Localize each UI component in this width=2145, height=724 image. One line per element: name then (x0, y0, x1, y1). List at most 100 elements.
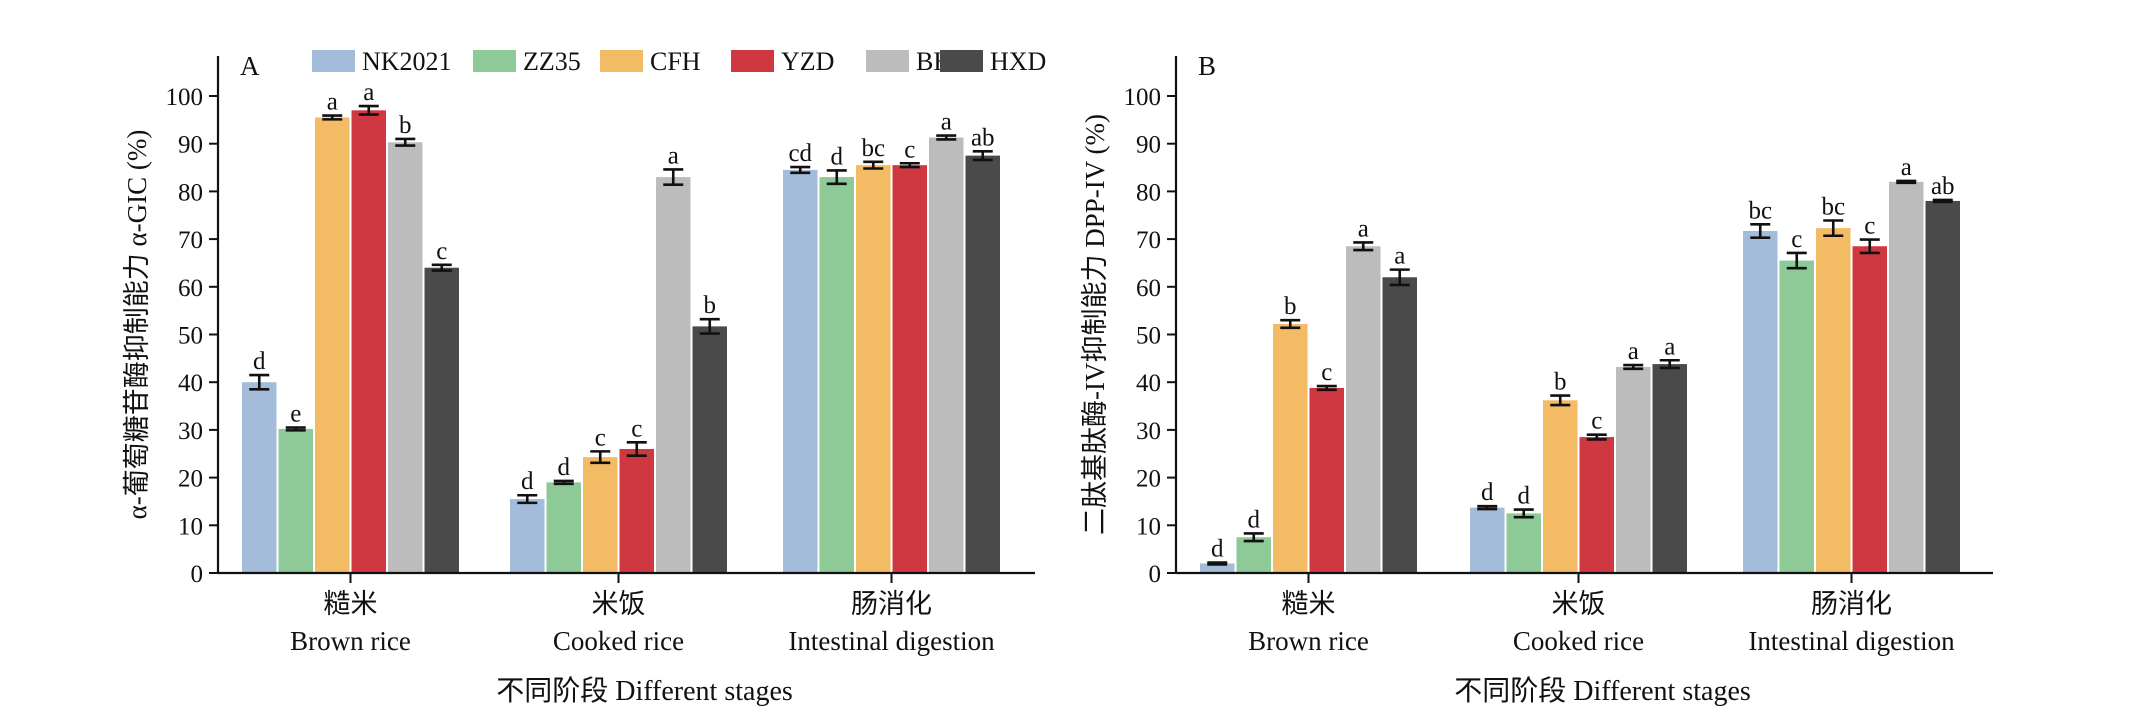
x-axis-title-b: 不同阶段 Different stages (1454, 675, 1751, 707)
bar-a-cfh-1 (583, 457, 618, 573)
significance-label-a-1-0: e (290, 401, 301, 428)
significance-label-b-4-1: a (1628, 338, 1639, 365)
significance-label-a-4-2: a (941, 109, 952, 136)
x-axis-title-a: 不同阶段 Different stages (496, 675, 793, 707)
category-label-en-b-1: Cooked rice (1513, 626, 1644, 656)
bar-b-nk2021-2 (1743, 230, 1778, 573)
bar-a-bh-1 (656, 177, 691, 573)
category-label-en-b-0: Brown rice (1248, 626, 1369, 656)
y-tick-label-a-30: 30 (178, 418, 203, 445)
legend-swatch-yzd (731, 50, 774, 72)
significance-label-a-1-2: d (831, 143, 844, 170)
y-tick-label-b-90: 90 (1136, 132, 1161, 159)
significance-label-b-0-2: bc (1748, 197, 1772, 224)
significance-label-a-5-1: b (704, 292, 717, 319)
bar-a-hxd-2 (965, 155, 1000, 573)
significance-label-a-2-2: bc (861, 135, 885, 162)
y-tick-label-b-70: 70 (1136, 227, 1161, 254)
significance-label-b-2-0: b (1284, 293, 1297, 320)
category-label-zh-a-2: 肠消化 (851, 589, 932, 619)
bar-b-yzd-1 (1579, 437, 1614, 573)
bar-b-cfh-1 (1543, 400, 1578, 573)
category-label-zh-b-1: 米饭 (1552, 589, 1606, 619)
significance-label-b-3-2: c (1864, 213, 1875, 240)
bar-a-cfh-0 (315, 117, 350, 573)
y-tick-label-a-10: 10 (178, 513, 203, 540)
significance-label-a-4-1: a (668, 142, 679, 169)
significance-label-a-1-1: d (558, 454, 571, 481)
y-axis-title-a: α-葡萄糖苷酶抑制能力 α-GIC (%) (122, 130, 152, 520)
bar-b-yzd-0 (1309, 387, 1344, 573)
significance-label-a-3-2: c (904, 136, 915, 163)
category-label-zh-b-0: 糙米 (1282, 589, 1336, 619)
significance-label-b-5-2: ab (1931, 173, 1955, 200)
legend-label-yzd: YZD (781, 47, 834, 76)
bar-a-zz35-2 (819, 177, 854, 573)
y-tick-label-b-0: 0 (1149, 561, 1162, 588)
significance-label-b-2-1: b (1554, 369, 1567, 396)
bar-b-cfh-0 (1273, 324, 1308, 573)
category-label-en-a-2: Intestinal digestion (788, 626, 995, 656)
legend-label-nk2021: NK2021 (362, 47, 452, 76)
panel-label-a: A (240, 51, 260, 81)
significance-label-a-3-1: c (631, 415, 642, 442)
y-tick-label-a-70: 70 (178, 227, 203, 254)
significance-label-a-3-0: a (363, 79, 374, 106)
significance-label-b-4-0: a (1358, 215, 1369, 242)
significance-label-b-1-2: c (1791, 226, 1802, 253)
bar-a-yzd-2 (892, 165, 927, 574)
significance-label-b-0-0: d (1211, 536, 1224, 563)
category-label-en-a-1: Cooked rice (553, 626, 684, 656)
bar-a-nk2021-0 (242, 382, 277, 573)
significance-label-a-4-0: b (399, 112, 412, 139)
significance-label-b-0-1: d (1481, 479, 1494, 506)
bar-a-cfh-2 (856, 165, 891, 574)
bar-b-bh-2 (1889, 181, 1924, 574)
category-label-zh-b-2: 肠消化 (1811, 589, 1892, 619)
bar-a-hxd-1 (692, 326, 727, 573)
y-axis-title-b: 二肽基肽酶-IV抑制能力 DPP-IV (%) (1080, 114, 1110, 535)
bar-b-bh-1 (1616, 366, 1651, 573)
category-label-en-b-2: Intestinal digestion (1748, 626, 1955, 656)
legend-label-cfh: CFH (650, 47, 701, 76)
bar-a-yzd-0 (351, 110, 386, 573)
significance-label-a-0-0: d (253, 348, 266, 375)
y-tick-label-b-100: 100 (1124, 84, 1162, 111)
significance-label-a-5-0: c (436, 238, 447, 265)
y-tick-label-b-80: 80 (1136, 179, 1161, 206)
bar-b-hxd-0 (1382, 277, 1417, 573)
y-tick-label-a-100: 100 (166, 84, 204, 111)
significance-label-a-0-1: d (521, 468, 534, 495)
legend-swatch-nk2021 (312, 50, 355, 72)
y-tick-label-b-20: 20 (1136, 466, 1161, 493)
y-tick-label-b-40: 40 (1136, 370, 1161, 397)
significance-label-b-4-2: a (1901, 154, 1912, 181)
legend-label-hxd: HXD (990, 47, 1046, 76)
significance-label-b-5-1: a (1664, 333, 1675, 360)
category-label-zh-a-1: 米饭 (592, 589, 646, 619)
significance-label-b-5-0: a (1394, 243, 1405, 270)
significance-label-a-5-2: ab (971, 124, 995, 151)
y-tick-label-a-50: 50 (178, 323, 203, 350)
y-tick-label-a-20: 20 (178, 466, 203, 493)
significance-label-a-2-1: c (595, 424, 606, 451)
bar-a-hxd-0 (424, 267, 459, 573)
significance-label-a-2-0: a (327, 89, 338, 116)
legend-swatch-bh (866, 50, 909, 72)
significance-label-b-1-0: d (1248, 506, 1261, 533)
bar-a-zz35-0 (278, 428, 313, 573)
significance-label-b-3-0: c (1321, 359, 1332, 386)
y-tick-label-a-90: 90 (178, 132, 203, 159)
bar-b-nk2021-1 (1470, 507, 1505, 573)
bar-b-hxd-1 (1652, 364, 1687, 573)
y-tick-label-b-30: 30 (1136, 418, 1161, 445)
significance-label-a-0-2: cd (788, 140, 812, 167)
bar-a-yzd-1 (619, 448, 654, 573)
legend-swatch-zz35 (473, 50, 516, 72)
y-tick-label-b-10: 10 (1136, 513, 1161, 540)
bar-a-bh-2 (929, 137, 964, 573)
y-tick-label-a-60: 60 (178, 275, 203, 302)
bar-b-bh-0 (1346, 246, 1381, 573)
bar-a-nk2021-2 (783, 169, 818, 573)
